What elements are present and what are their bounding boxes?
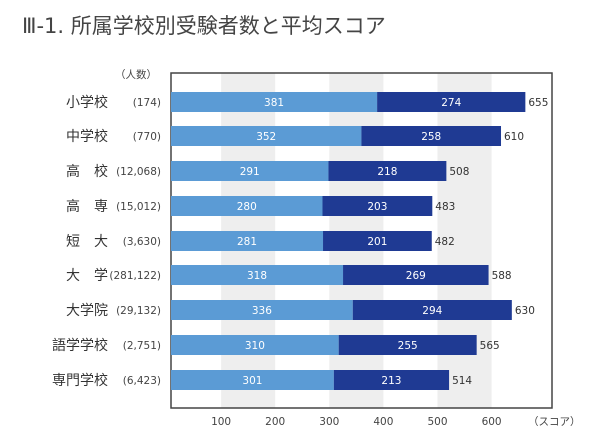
chart-title: Ⅲ-1. 所属学校別受験者数と平均スコア [22,14,386,38]
total-label: 483 [435,201,455,213]
total-label: 482 [435,236,455,248]
total-label: 588 [492,270,512,282]
bar-segment [171,231,324,251]
total-label: 655 [528,97,548,109]
category-label: 大学院 [66,303,108,319]
x-tick-label: 500 [427,416,447,428]
bar-value-label: 203 [367,201,387,213]
bar-value-label: 213 [381,375,401,387]
bar-value-label: 310 [245,340,265,352]
bar-segment [171,370,334,390]
total-label: 514 [452,375,472,387]
bar-value-label: 269 [406,270,426,282]
category-label: 大 学 [66,268,108,284]
bar-segment [322,196,433,216]
bar-segment [171,300,353,320]
bar-value-label: 280 [237,201,257,213]
bar-segment [328,161,447,181]
category-label: 高 校 [66,163,108,180]
bar-value-label: 352 [256,131,276,143]
total-label: 630 [515,305,535,317]
bar-value-label: 318 [247,270,267,282]
bar-segment [323,231,432,251]
count-label: (2,751) [123,340,161,352]
bar-value-label: 274 [441,97,461,109]
category-label: 専門学校 [52,372,108,389]
bar-segment [171,196,323,216]
category-label: 短 大 [66,234,108,250]
count-label: (174) [133,97,161,109]
count-label: (770) [133,131,161,143]
total-label: 565 [480,340,500,352]
bar-segment [171,265,344,285]
total-label: 508 [449,166,469,178]
bar-value-label: 201 [367,236,387,248]
bar-segment [352,300,512,320]
category-label: 中学校 [66,128,108,145]
bar-value-label: 381 [264,97,284,109]
bar-value-label: 258 [421,131,441,143]
count-label: (281,122) [109,270,161,282]
bar-value-label: 301 [242,375,262,387]
bar-segment [171,92,378,112]
count-axis-label: （人数） [115,68,157,81]
bar-segment [338,335,477,355]
bar-value-label: 255 [398,340,418,352]
count-label: (3,630) [123,236,161,248]
x-tick-label: 600 [482,416,502,428]
bar-segment [343,265,489,285]
count-label: (29,132) [116,305,161,317]
bar-value-label: 336 [252,305,272,317]
bar-value-label: 281 [237,236,257,248]
bar-segment [171,161,329,181]
x-tick-label: 200 [265,416,285,428]
x-tick-label: 300 [319,416,339,428]
x-axis-label: （スコア） [528,416,581,428]
count-label: (15,012) [116,201,161,213]
x-tick-label: 400 [373,416,393,428]
bar-segment [333,370,450,390]
bar-value-label: 294 [422,305,442,317]
bar-segment [361,126,502,146]
x-tick-label: 100 [211,416,231,428]
bar-segment [171,335,339,355]
bar-segment [377,92,526,112]
total-label: 610 [504,131,524,143]
bar-segment [171,126,362,146]
count-label: (6,423) [123,375,161,387]
category-label: 高 専 [66,198,108,215]
bar-value-label: 291 [240,166,260,178]
category-label: 語学学校 [52,337,108,354]
bar-value-label: 218 [377,166,397,178]
category-label: 小学校 [66,94,108,111]
count-label: (12,068) [116,166,161,178]
